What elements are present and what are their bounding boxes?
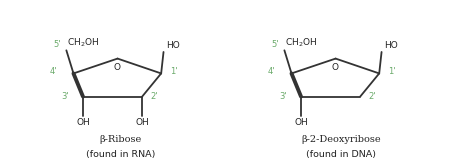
Text: 4': 4'	[49, 67, 57, 76]
Text: O: O	[114, 63, 121, 72]
Text: 1': 1'	[170, 67, 177, 76]
Text: CH$_2$OH: CH$_2$OH	[67, 36, 100, 49]
Text: OH: OH	[135, 118, 149, 127]
Text: OH: OH	[294, 118, 308, 127]
Text: OH: OH	[76, 118, 90, 127]
Text: (found in RNA): (found in RNA)	[86, 150, 155, 159]
Text: HO: HO	[384, 41, 398, 50]
Text: 5': 5'	[53, 40, 61, 49]
Text: β-Ribose: β-Ribose	[100, 135, 142, 144]
Text: 4': 4'	[267, 67, 275, 76]
Text: (found in DNA): (found in DNA)	[306, 150, 376, 159]
Text: O: O	[332, 63, 339, 72]
Text: 5': 5'	[271, 40, 279, 49]
Text: 2': 2'	[369, 92, 376, 101]
Text: 3': 3'	[279, 92, 287, 101]
Text: 1': 1'	[388, 67, 395, 76]
Text: β-2-Deoxyribose: β-2-Deoxyribose	[301, 135, 381, 144]
Text: CH$_2$OH: CH$_2$OH	[285, 36, 318, 49]
Text: 3': 3'	[61, 92, 69, 101]
Text: HO: HO	[166, 41, 180, 50]
Text: 2': 2'	[151, 92, 158, 101]
